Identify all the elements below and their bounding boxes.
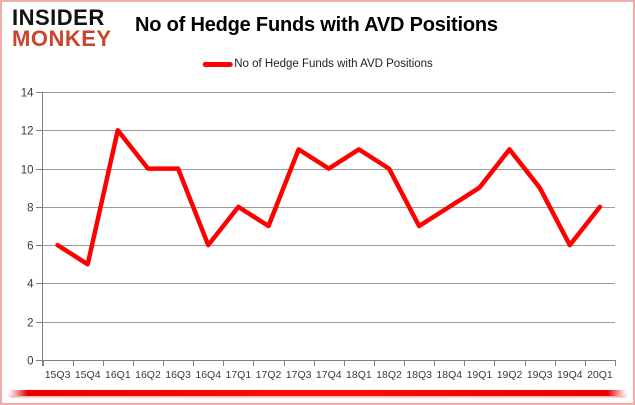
svg-text:6: 6 xyxy=(27,241,33,253)
svg-text:18Q4: 18Q4 xyxy=(436,369,462,381)
svg-text:8: 8 xyxy=(27,203,33,215)
svg-text:10: 10 xyxy=(21,165,34,177)
svg-text:19Q1: 19Q1 xyxy=(467,369,493,381)
legend: No of Hedge Funds with AVD Positions xyxy=(202,58,433,70)
svg-text:19Q4: 19Q4 xyxy=(557,369,583,381)
svg-text:20Q1: 20Q1 xyxy=(587,369,613,381)
svg-text:15Q4: 15Q4 xyxy=(75,369,101,381)
svg-text:17Q4: 17Q4 xyxy=(316,369,342,381)
svg-text:17Q1: 17Q1 xyxy=(226,369,252,381)
svg-text:4: 4 xyxy=(27,279,34,291)
svg-text:18Q2: 18Q2 xyxy=(376,369,402,381)
svg-text:0: 0 xyxy=(27,356,33,368)
legend-label: No of Hedge Funds with AVD Positions xyxy=(234,58,433,70)
svg-text:16Q1: 16Q1 xyxy=(105,369,131,381)
svg-text:17Q2: 17Q2 xyxy=(256,369,282,381)
svg-text:15Q3: 15Q3 xyxy=(45,369,71,381)
svg-text:16Q2: 16Q2 xyxy=(135,369,161,381)
chart-title: No of Hedge Funds with AVD Positions xyxy=(135,14,498,36)
logo-line-insider: INSIDER xyxy=(12,5,105,30)
svg-text:16Q4: 16Q4 xyxy=(195,369,221,381)
svg-text:14: 14 xyxy=(21,88,34,100)
insider-monkey-logo: INSIDER MONKEY xyxy=(12,5,112,51)
svg-text:17Q3: 17Q3 xyxy=(286,369,312,381)
svg-text:18Q1: 18Q1 xyxy=(346,369,372,381)
svg-text:18Q3: 18Q3 xyxy=(406,369,432,381)
bottom-red-bar xyxy=(9,390,626,396)
logo-line-monkey: MONKEY xyxy=(12,25,112,51)
svg-text:2: 2 xyxy=(27,318,33,330)
svg-text:16Q3: 16Q3 xyxy=(165,369,191,381)
svg-text:12: 12 xyxy=(21,126,34,138)
svg-text:19Q2: 19Q2 xyxy=(497,369,523,381)
legend-line-swatch xyxy=(202,61,233,67)
svg-text:19Q3: 19Q3 xyxy=(527,369,553,381)
